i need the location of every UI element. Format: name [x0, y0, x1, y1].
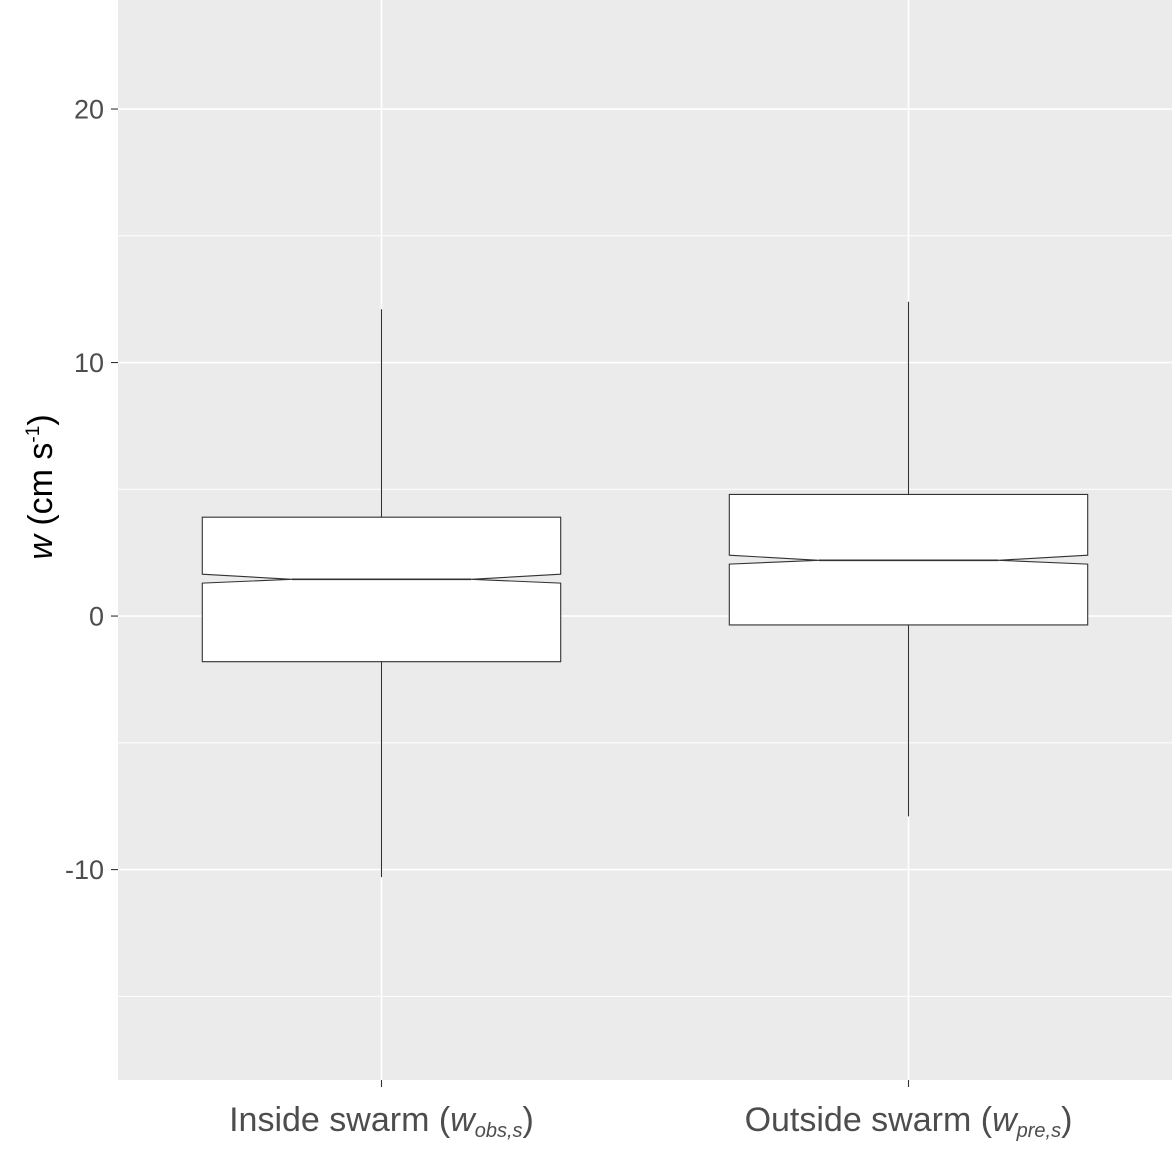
box-2	[728, 301, 1089, 817]
x-tick-label-suffix: )	[523, 1101, 534, 1139]
x-tick-label: Inside swarm (wobs,s)	[229, 1101, 534, 1142]
y-tick-label: 20	[74, 95, 104, 125]
x-tick-label-suffix: )	[1061, 1101, 1072, 1139]
notched-box	[201, 516, 562, 663]
box-1	[201, 309, 562, 878]
x-tick-label-prefix: Inside swarm (	[229, 1101, 451, 1139]
x-tick-label-var: w	[992, 1101, 1019, 1139]
y-axis-label-sup: -1	[23, 426, 44, 443]
x-tick-label-prefix: Outside swarm (	[745, 1101, 993, 1139]
y-tick-label: 0	[89, 602, 104, 632]
y-axis-label-var: w	[22, 533, 60, 560]
boxes	[201, 301, 1089, 878]
x-tick-label-var: w	[450, 1101, 477, 1139]
y-axis-label-units: (cm s	[22, 443, 60, 536]
x-tick-label-sub: obs,s	[475, 1120, 523, 1142]
y-tick-label: 10	[74, 348, 104, 378]
y-tick-label: -10	[65, 855, 104, 885]
x-tick-label-sub: pre,s	[1016, 1120, 1061, 1142]
y-axis-label: w (cm s-1)	[22, 414, 60, 559]
x-tick-label: Outside swarm (wpre,s)	[745, 1101, 1073, 1142]
y-axis-label-close: )	[22, 414, 60, 425]
